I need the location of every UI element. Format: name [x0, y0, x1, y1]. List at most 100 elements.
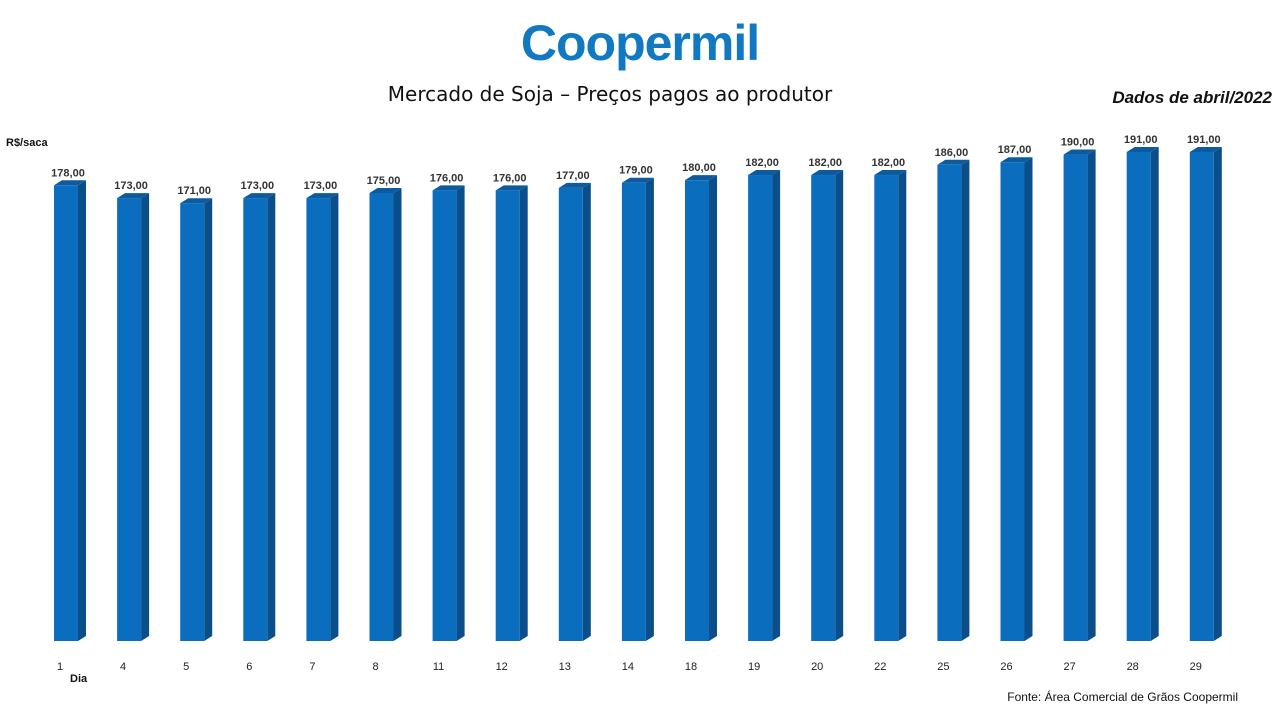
data-label: 186,00	[935, 147, 969, 159]
bar-side	[393, 187, 402, 641]
bar	[495, 190, 520, 641]
x-axis-label: Dia	[70, 673, 88, 685]
x-tick-label: 19	[748, 661, 760, 673]
x-tick-label: 12	[496, 661, 508, 673]
bar-side	[1150, 147, 1159, 641]
bar-side	[835, 170, 844, 642]
bar-top	[495, 185, 528, 191]
x-tick-label: 20	[811, 661, 823, 673]
bar-side	[582, 182, 591, 641]
x-tick-label: 26	[1000, 661, 1012, 673]
chart-title: Mercado de Soja – Preços pagos ao produt…	[387, 82, 833, 106]
bar-side	[456, 185, 465, 641]
bar	[1189, 152, 1214, 641]
bar-side	[330, 193, 339, 641]
bar-side	[519, 185, 528, 641]
bar-top	[243, 193, 276, 199]
data-label: 190,00	[1061, 137, 1095, 149]
bar	[54, 185, 78, 642]
bar-top	[558, 182, 591, 188]
bar-top	[621, 177, 654, 183]
bar	[874, 175, 899, 642]
brand-logo: Coopermil	[520, 15, 760, 71]
x-tick-label: 27	[1063, 661, 1075, 673]
x-tick-label: 7	[309, 661, 315, 673]
bar	[811, 175, 836, 642]
bar-side	[267, 193, 276, 641]
bar-side	[645, 177, 654, 641]
bar-top	[1000, 157, 1033, 163]
bar-top	[937, 159, 970, 165]
bar	[243, 198, 268, 641]
bar	[432, 190, 457, 641]
data-label: 176,00	[430, 172, 464, 184]
bar-top	[748, 170, 781, 176]
bar-side	[1213, 147, 1222, 641]
data-label: 176,00	[493, 172, 527, 184]
x-tick-label: 18	[685, 661, 697, 673]
bar	[1000, 162, 1025, 641]
x-tick-label: 5	[183, 661, 189, 673]
bar-top	[117, 193, 150, 199]
bar	[558, 187, 583, 641]
data-label: 175,00	[367, 175, 401, 187]
bar-top	[369, 187, 402, 193]
bar	[621, 182, 646, 641]
bar-top	[1063, 149, 1096, 155]
data-label: 180,00	[682, 162, 716, 174]
bar-side	[204, 198, 213, 641]
bar-side	[772, 170, 781, 642]
bar	[1063, 154, 1088, 641]
bar	[369, 192, 394, 641]
bar	[180, 203, 205, 641]
x-tick-label: 25	[937, 661, 949, 673]
bar-side	[1087, 149, 1096, 641]
bar-top	[432, 185, 465, 191]
bar	[937, 164, 962, 642]
data-label: 191,00	[1187, 134, 1221, 146]
bar-side	[961, 159, 970, 642]
data-label: 173,00	[304, 180, 338, 192]
bar-side	[898, 170, 907, 642]
x-tick-label: 14	[622, 661, 634, 673]
bar	[748, 175, 773, 642]
x-tick-label: 8	[372, 661, 378, 673]
bar-top	[1126, 147, 1159, 152]
y-axis-label: R$/saca	[6, 137, 48, 149]
bar-top	[54, 180, 86, 186]
bar-top	[811, 170, 844, 176]
x-tick-label: 11	[433, 661, 444, 673]
x-tick-label: 22	[874, 661, 886, 673]
bar-side	[709, 175, 717, 642]
data-label: 179,00	[619, 165, 653, 177]
bar-top	[180, 198, 213, 204]
x-tick-label: 28	[1127, 661, 1139, 673]
bar-side	[1024, 157, 1033, 641]
data-label: 191,00	[1124, 134, 1158, 146]
x-tick-label: 13	[559, 661, 571, 673]
bar	[117, 198, 142, 641]
bar-side	[78, 180, 86, 642]
bar-side	[141, 193, 150, 641]
bar	[1126, 152, 1151, 641]
data-label: 177,00	[556, 170, 590, 182]
data-label: 182,00	[745, 157, 779, 169]
x-tick-label: 4	[120, 661, 126, 673]
bar-top	[874, 170, 907, 176]
bar-top	[306, 193, 339, 199]
data-label: 171,00	[177, 185, 211, 197]
data-label: 173,00	[114, 180, 148, 192]
source-note: Fonte: Área Comercial de Grãos Coopermil	[1007, 690, 1238, 704]
bar	[685, 180, 709, 642]
x-tick-label: 6	[246, 661, 252, 673]
data-label: 182,00	[871, 157, 905, 169]
chart-subtitle: Dados de abril/2022	[1112, 88, 1272, 107]
data-label: 187,00	[998, 144, 1032, 156]
bar-top	[685, 175, 717, 181]
data-label: 182,00	[808, 157, 842, 169]
data-label: 173,00	[240, 180, 274, 192]
x-tick-label: 1	[57, 661, 63, 673]
x-tick-label: 29	[1190, 661, 1202, 673]
bar	[306, 198, 331, 641]
